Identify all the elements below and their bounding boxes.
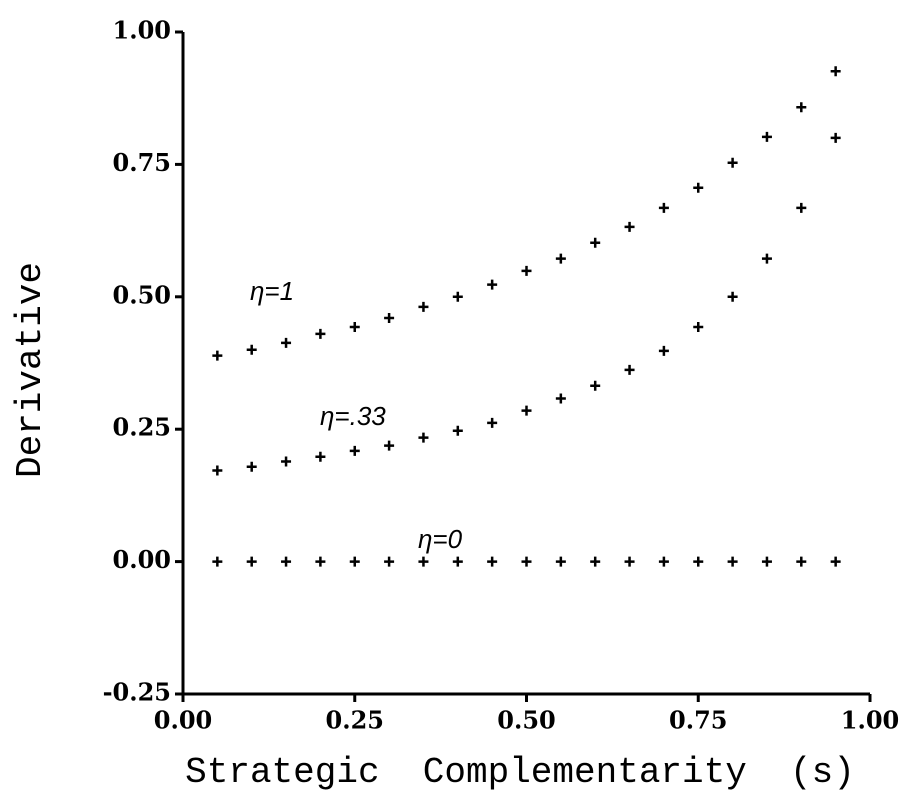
point xyxy=(693,556,704,567)
point xyxy=(521,265,532,276)
point xyxy=(658,345,669,356)
point xyxy=(281,556,292,567)
point xyxy=(590,237,601,248)
point xyxy=(727,291,738,302)
point xyxy=(796,102,807,113)
point xyxy=(452,556,463,567)
y-tick-label: 1.00 xyxy=(113,16,171,45)
y-tick-label: 0.25 xyxy=(113,413,171,442)
x-tick-label: 0.25 xyxy=(326,706,384,735)
point xyxy=(830,66,841,77)
point xyxy=(590,380,601,391)
point xyxy=(246,461,257,472)
y-tick-label: 0.75 xyxy=(113,148,171,177)
point xyxy=(452,425,463,436)
point xyxy=(521,405,532,416)
x-tick-label: 0.50 xyxy=(497,706,555,735)
point xyxy=(212,465,223,476)
point xyxy=(624,556,635,567)
point xyxy=(624,221,635,232)
point xyxy=(761,131,772,142)
point xyxy=(212,350,223,361)
point xyxy=(487,417,498,428)
point xyxy=(452,291,463,302)
point xyxy=(555,393,566,404)
point xyxy=(761,253,772,264)
point xyxy=(349,556,360,567)
series-label: η=.33 xyxy=(320,401,386,431)
point xyxy=(487,556,498,567)
y-axis-label: Derivative xyxy=(10,262,51,478)
point xyxy=(384,440,395,451)
point xyxy=(727,157,738,168)
point xyxy=(246,556,257,567)
point xyxy=(315,328,326,339)
point xyxy=(349,321,360,332)
point xyxy=(830,132,841,143)
x-axis-label: Strategic Complementarity (s) xyxy=(185,752,855,793)
point xyxy=(281,456,292,467)
y-tick-label: 0.50 xyxy=(113,280,171,309)
point xyxy=(555,253,566,264)
point xyxy=(418,432,429,443)
series-label: η=1 xyxy=(250,276,294,306)
point xyxy=(418,301,429,312)
point xyxy=(555,556,566,567)
point xyxy=(727,556,738,567)
point xyxy=(658,556,669,567)
x-tick-label: 0.00 xyxy=(154,706,212,735)
point xyxy=(315,556,326,567)
point xyxy=(624,364,635,375)
point xyxy=(761,556,772,567)
series-label: η=0 xyxy=(418,524,463,554)
point xyxy=(590,556,601,567)
y-tick-label: -0.25 xyxy=(103,678,171,707)
point xyxy=(281,337,292,348)
point xyxy=(658,202,669,213)
point xyxy=(693,182,704,193)
point xyxy=(384,312,395,323)
point xyxy=(796,202,807,213)
point xyxy=(315,451,326,462)
point xyxy=(418,556,429,567)
point xyxy=(246,344,257,355)
point xyxy=(693,321,704,332)
x-tick-label: 0.75 xyxy=(669,706,727,735)
point xyxy=(349,445,360,456)
point xyxy=(487,279,498,290)
point xyxy=(796,556,807,567)
x-tick-label: 1.00 xyxy=(841,706,899,735)
y-tick-label: 0.00 xyxy=(113,545,171,574)
point xyxy=(830,556,841,567)
point xyxy=(212,556,223,567)
point xyxy=(521,556,532,567)
point xyxy=(384,556,395,567)
